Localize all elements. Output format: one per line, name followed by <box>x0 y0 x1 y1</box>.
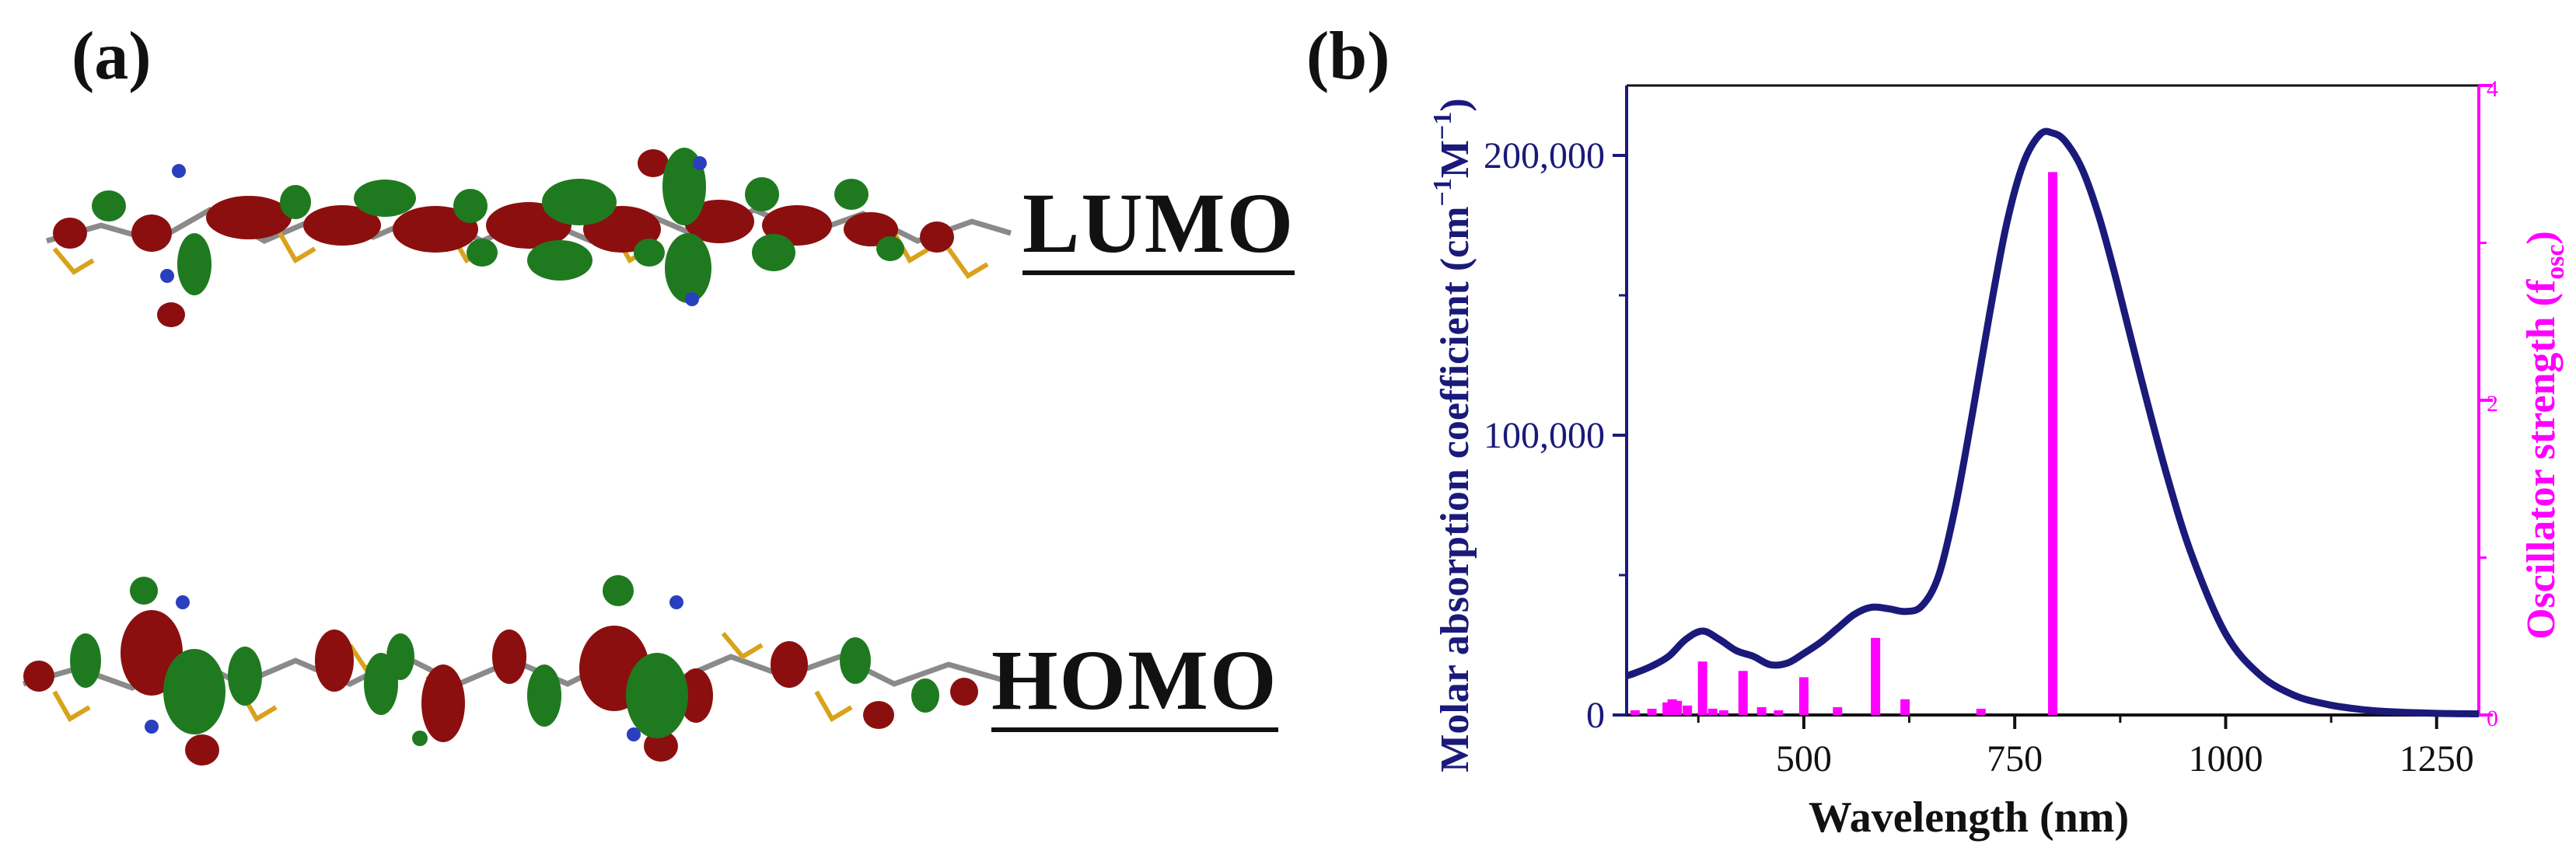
y-left-tick-label-0: 0 <box>1586 695 1605 736</box>
y-right-tick-label-2: 2 <box>2487 391 2498 417</box>
oscillator-bar <box>2048 172 2057 715</box>
x-tick-label-750: 750 <box>1987 738 2043 780</box>
oscillator-bar <box>1707 708 1718 715</box>
oscillator-bar <box>1798 677 1809 715</box>
oscillator-bar <box>1647 708 1657 715</box>
oscillator-bar <box>1871 637 1881 715</box>
panel-b-label: (b) <box>1306 19 1390 94</box>
homo-lobes-red <box>23 610 978 766</box>
oscillator-bar <box>1683 705 1693 715</box>
y-left-label-mid: M <box>1433 140 1477 178</box>
homo-lobes-green <box>70 575 939 746</box>
x-tick-label-1000: 1000 <box>2188 738 2263 780</box>
y-right-label-sub: osc <box>2541 244 2570 279</box>
oscillator-bar <box>1718 710 1728 715</box>
x-tick-label-500: 500 <box>1776 738 1832 780</box>
panel-a-label: (a) <box>72 19 152 94</box>
oscillator-bars <box>1630 172 2057 715</box>
oscillator-bar <box>1738 671 1748 715</box>
homo-label: HOMO <box>991 637 1278 732</box>
y-left-label-sup2: −1 <box>1428 112 1457 140</box>
panel-a: (a) <box>23 19 1295 766</box>
y-right-tick-label-0: 0 <box>2487 706 2498 731</box>
oscillator-bar <box>1900 699 1910 715</box>
y-axis-left-label: Molar absorption coefficient (cm−1M−1) <box>1428 98 1477 772</box>
homo-nitrogen-atoms <box>145 595 683 741</box>
x-tick-label-1250: 1250 <box>2399 738 2474 780</box>
oscillator-bar <box>1976 708 1986 715</box>
x-axis-label: Wavelength (nm) <box>1809 793 2129 842</box>
oscillator-bar <box>1697 661 1707 715</box>
y-left-tick-label-200000: 200,000 <box>1484 135 1605 176</box>
oscillator-bar <box>1774 710 1784 715</box>
x-axis: 500 750 1000 1250 <box>1697 715 2474 780</box>
oscillator-bar <box>1756 706 1767 715</box>
y-left-label-end: ) <box>1433 98 1477 111</box>
lumo-label: LUMO <box>1022 180 1295 275</box>
oscillator-bar <box>1672 700 1683 715</box>
oscillator-bar <box>1630 710 1640 715</box>
y-left-tick-label-100000: 100,000 <box>1484 415 1605 456</box>
absorption-spectrum-line <box>1625 127 2480 718</box>
y-axis-right-label: Oscillator strength (fosc) <box>2519 231 2570 640</box>
y-left-label-sup1: −1 <box>1428 178 1457 206</box>
y-right-label-main: Oscillator strength (f <box>2519 279 2564 640</box>
y-right-label-end: ) <box>2519 231 2564 244</box>
lumo-lobes-green <box>92 148 904 303</box>
y-right-tick-label-4: 4 <box>2487 76 2498 102</box>
oscillator-bar <box>1833 706 1843 715</box>
y-left-label-main: Molar absorption coefficient (cm <box>1433 206 1477 772</box>
absorption-chart: 500 750 1000 1250 0 100,000 200,000 0 2 4 Wavel… <box>1428 76 2570 842</box>
y-axis-right: 0 2 4 <box>2479 76 2498 731</box>
lumo-nitrogen-atoms <box>160 156 707 306</box>
homo-molecule-image <box>23 575 1004 766</box>
lumo-molecule-image <box>46 148 1012 327</box>
y-axis-left: 0 100,000 200,000 <box>1484 135 1627 736</box>
panel-b: (b) 500 750 1000 1250 0 100,000 200,000 0 2 4 W… <box>1291 0 2576 851</box>
